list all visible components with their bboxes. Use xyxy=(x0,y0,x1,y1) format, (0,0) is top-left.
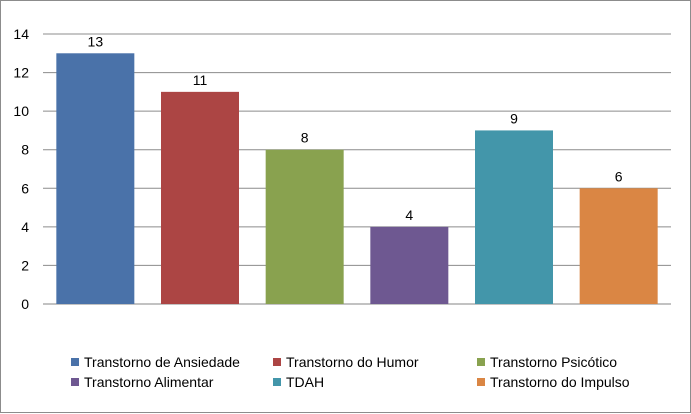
legend-label: Transtorno Psicótico xyxy=(490,354,618,370)
legend-item: Transtorno Psicótico xyxy=(477,353,671,371)
y-tick-label: 10 xyxy=(13,103,29,119)
legend-swatch xyxy=(71,358,79,366)
chart-legend: Transtorno de Ansiedade Transtorno do Hum… xyxy=(71,353,671,391)
legend-item: TDAH xyxy=(273,373,477,391)
y-tick-label: 6 xyxy=(21,180,29,196)
legend-label: TDAH xyxy=(286,374,325,390)
data-label: 13 xyxy=(88,33,104,49)
legend-swatch xyxy=(273,358,281,366)
legend-item: Transtorno do Impulso xyxy=(477,373,671,391)
legend-swatch xyxy=(477,358,485,366)
legend-label: Transtorno de Ansiedade xyxy=(84,354,240,370)
legend-label: Transtorno Alimentar xyxy=(84,374,214,390)
data-label: 8 xyxy=(301,130,309,146)
bar xyxy=(370,226,449,304)
data-label: 11 xyxy=(193,72,208,88)
y-tick-label: 4 xyxy=(21,219,29,235)
legend-swatch xyxy=(71,378,79,386)
legend-item: Transtorno Alimentar xyxy=(71,373,273,391)
bar xyxy=(475,130,553,304)
y-tick-label: 0 xyxy=(21,296,29,312)
legend-label: Transtorno do Humor xyxy=(286,354,419,370)
y-tick-label: 8 xyxy=(21,142,29,158)
legend-item: Transtorno do Humor xyxy=(273,353,477,371)
bar xyxy=(56,53,135,305)
bar xyxy=(265,149,344,304)
legend-label: Transtorno do Impulso xyxy=(490,374,630,390)
y-tick-label: 14 xyxy=(13,26,29,42)
legend-swatch xyxy=(477,378,485,386)
data-label: 6 xyxy=(615,168,623,184)
legend-swatch xyxy=(273,378,281,386)
bar xyxy=(579,188,658,304)
y-tick-label: 2 xyxy=(21,257,29,273)
data-label: 9 xyxy=(510,110,518,126)
legend-item: Transtorno de Ansiedade xyxy=(71,353,273,371)
data-label: 4 xyxy=(405,207,413,223)
bar xyxy=(161,91,239,304)
y-tick-label: 12 xyxy=(13,65,29,81)
